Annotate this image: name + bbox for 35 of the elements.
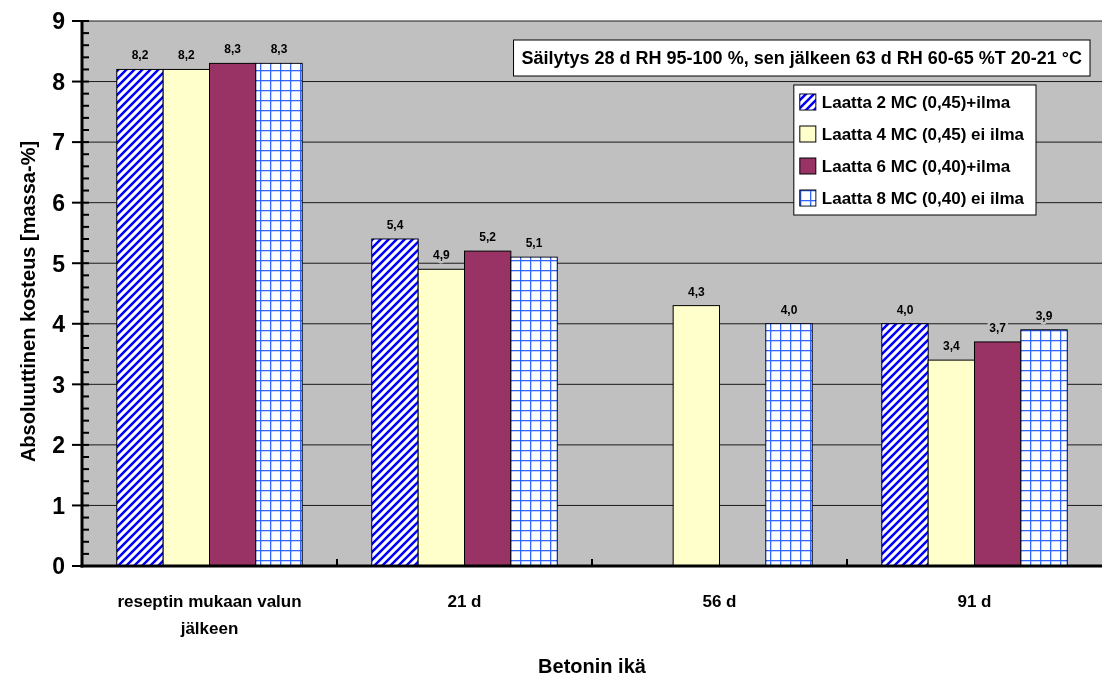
y-tick-label: 3 <box>52 371 65 398</box>
x-tick-label: 56 d <box>702 592 737 611</box>
y-tick-label: 1 <box>52 492 66 519</box>
data-label: 3,4 <box>942 339 960 354</box>
data-label: 8,2 <box>131 48 149 63</box>
x-axis-title: Betonin ikä <box>538 655 647 677</box>
data-label: 4,3 <box>687 284 705 299</box>
data-label: 4,0 <box>896 302 914 317</box>
y-tick-label: 4 <box>52 311 66 338</box>
y-tick-label: 8 <box>52 68 66 95</box>
data-label: 5,2 <box>479 230 497 245</box>
y-tick-label: 7 <box>52 129 65 156</box>
data-label: 5,1 <box>525 236 543 251</box>
y-tick-label: 0 <box>52 553 65 580</box>
data-label: 8,2 <box>177 48 195 63</box>
data-label: 8,3 <box>224 42 242 57</box>
data-label: 4,9 <box>432 248 450 263</box>
y-tick-label: 5 <box>52 250 66 277</box>
annotation: Säilytys 28 d RH 95-100 %, sen jälkeen 63 d RH 60-65 %T 20-21 °C <box>521 48 1083 69</box>
legend-label: Laatta 8 MC (0,40) ei ilma <box>821 189 1025 209</box>
y-tick-label: 9 <box>52 8 65 35</box>
data-label: 8,3 <box>270 42 288 57</box>
x-tick-label: reseptin mukaan valun jälkeen <box>117 592 302 638</box>
legend-label: Laatta 2 MC (0,45)+ilma <box>821 93 1011 113</box>
data-label: 5,4 <box>386 218 404 232</box>
data-label: 3,7 <box>989 320 1007 335</box>
legend-label: Laatta 4 MC (0,45) ei ilma <box>821 125 1025 145</box>
x-tick-label: 21 d <box>447 592 482 611</box>
y-axis-title: Absoluuttinen kosteus [massa-%] <box>17 140 40 463</box>
legend-label: Laatta 6 MC (0,40)+ilma <box>821 157 1011 177</box>
y-tick-label: 6 <box>52 189 65 216</box>
data-label: 4,0 <box>780 302 798 317</box>
data-label: 3,9 <box>1035 308 1053 323</box>
x-tick-label: 91 d <box>957 592 992 611</box>
y-tick-label: 2 <box>52 432 65 459</box>
